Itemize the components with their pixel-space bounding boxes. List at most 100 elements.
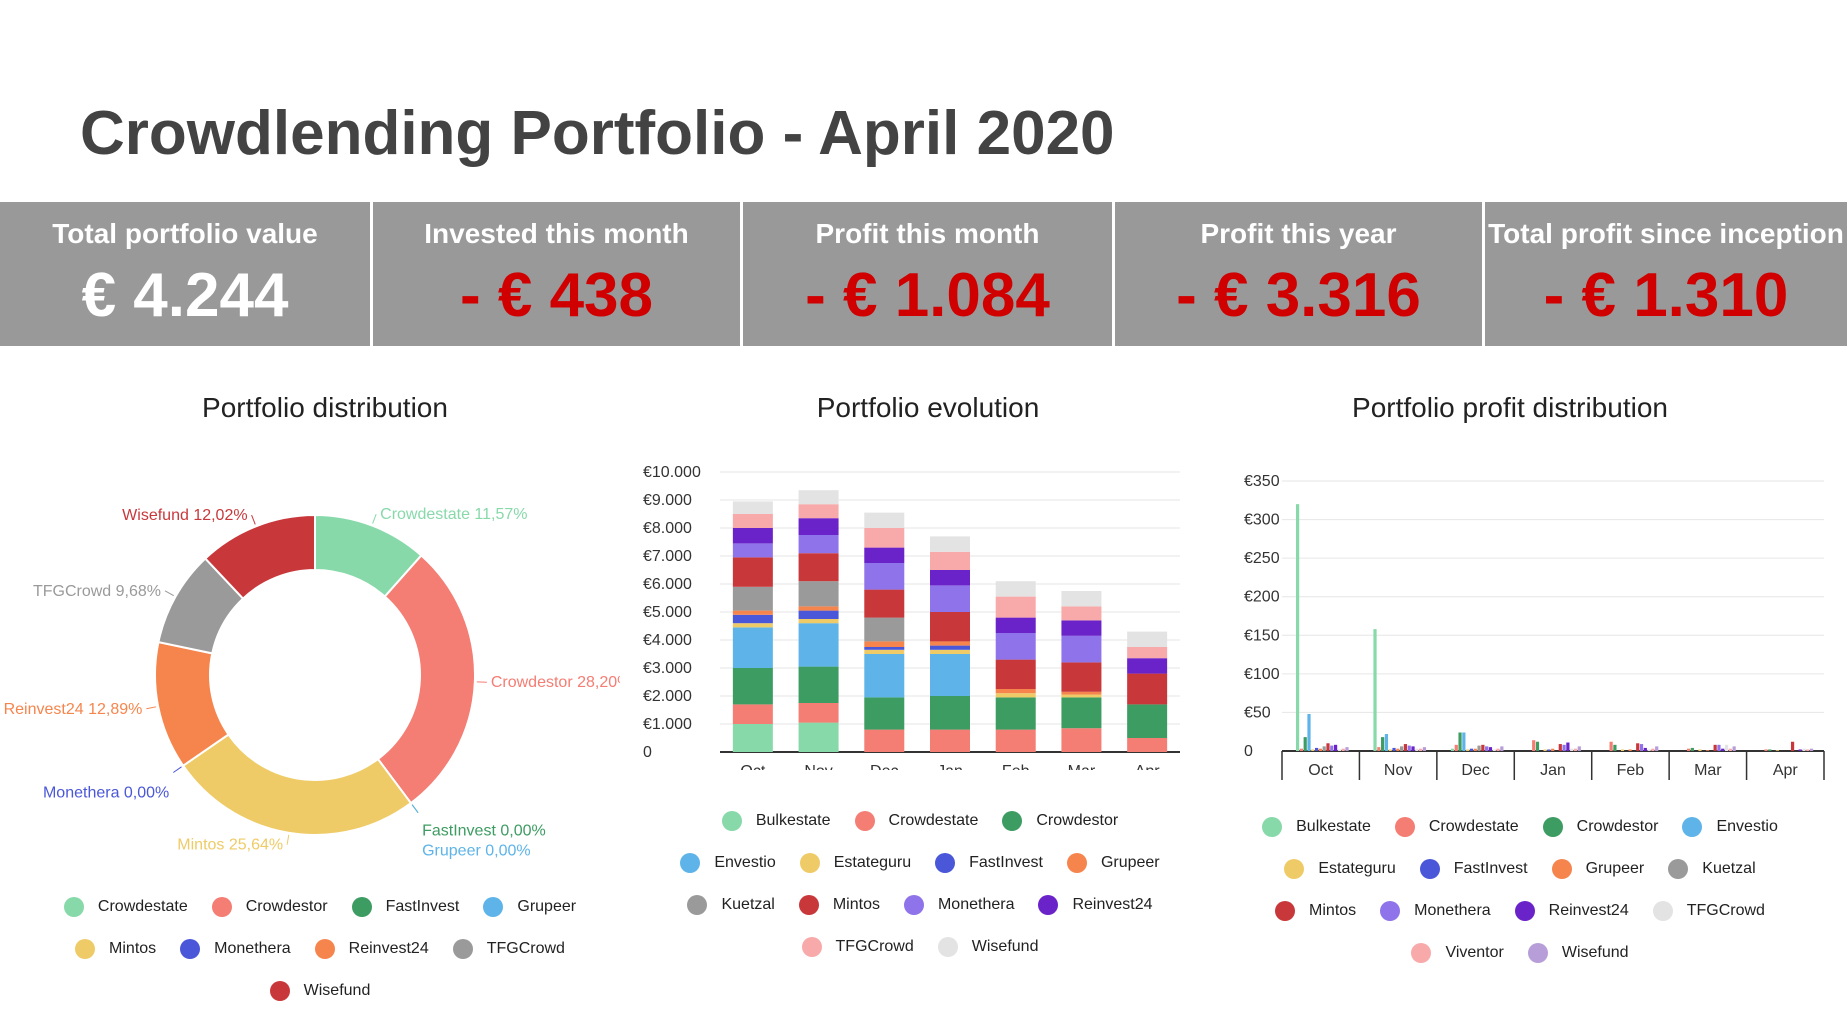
bar-reinvest24-nov: [799, 518, 839, 535]
y-tick-label: €300: [1244, 512, 1280, 529]
bar-bulkestate-dec: [1451, 749, 1454, 751]
y-tick-label: €150: [1244, 627, 1280, 644]
legend-label: Reinvest24: [1549, 902, 1629, 920]
kpi-row: Total portfolio value € 4.244 Invested t…: [0, 202, 1847, 346]
legend-label: Kuetzal: [1702, 860, 1755, 878]
legend-label: Crowdestate: [98, 898, 188, 916]
bar-wisefund-oct: [733, 501, 773, 514]
legend-label: Kuetzal: [721, 896, 774, 914]
bar-envestio-oct: [1307, 714, 1310, 751]
y-tick-label: €350: [1244, 473, 1280, 490]
bar-fastinvest-nov: [1392, 748, 1395, 751]
legend-swatch: [352, 897, 372, 917]
x-tick-label: Oct: [1308, 762, 1333, 779]
bar-reinvest24-feb: [1644, 748, 1647, 751]
legend-item-kuetzal: Kuetzal: [687, 884, 774, 926]
legend-swatch: [799, 895, 819, 915]
legend-item-mintos: Mintos: [1275, 890, 1356, 932]
bar-monethera-jan: [930, 585, 970, 612]
legend-item-crowdestor: Crowdestor: [1543, 806, 1659, 848]
legend-item-crowdestor: Crowdestor: [212, 886, 328, 928]
x-tick-label: Apr: [1773, 762, 1799, 779]
page-title: Crowdlending Portfolio - April 2020: [80, 98, 1115, 169]
bar-monethera-nov: [1408, 746, 1411, 751]
bar-mintos-feb: [996, 660, 1036, 689]
legend-swatch: [1653, 901, 1673, 921]
bar-grupeer-mar: [1706, 750, 1709, 751]
legend-swatch: [75, 939, 95, 959]
bar-envestio-jan: [930, 654, 970, 696]
bar-fastinvest-oct: [1315, 748, 1318, 751]
bar-mintos-mar: [1714, 745, 1717, 751]
legend-swatch: [802, 937, 822, 957]
legend-item-tfgcrowd: TFGCrowd: [802, 926, 914, 968]
legend-swatch: [687, 895, 707, 915]
x-tick-label: Feb: [1002, 763, 1030, 770]
legend-label: Wisefund: [972, 938, 1039, 956]
bar-crowdestor-nov: [799, 667, 839, 703]
bar-tfgcrowd-feb: [1648, 749, 1651, 751]
legend-swatch: [938, 937, 958, 957]
legend-label: Envestio: [1716, 818, 1777, 836]
x-tick-label: Feb: [1617, 762, 1645, 779]
legend-swatch: [1262, 817, 1282, 837]
legend-item-bulkestate: Bulkestate: [1262, 806, 1371, 848]
legend-swatch: [1067, 853, 1087, 873]
legend-label: Reinvest24: [1072, 896, 1152, 914]
legend-label: Crowdestor: [1577, 818, 1659, 836]
legend-label: Mintos: [109, 940, 156, 958]
bar-reinvest24-apr: [1127, 658, 1167, 673]
kpi-total-profit-since-inception: Total profit since inception - € 1.310: [1485, 202, 1847, 346]
bar-kuetzal-dec: [864, 618, 904, 642]
bar-crowdestate-apr: [1127, 738, 1167, 752]
kpi-value: - € 3.316: [1115, 260, 1482, 331]
legend-label: Grupeer: [1586, 860, 1645, 878]
legend-label: Bulkestate: [1296, 818, 1371, 836]
legend-item-fastinvest: FastInvest: [935, 842, 1043, 884]
bar-tfgcrowd-jan: [930, 552, 970, 570]
legend-swatch: [1038, 895, 1058, 915]
legend-item-grupeer: Grupeer: [483, 886, 576, 928]
bar-kuetzal-oct: [1323, 746, 1326, 751]
legend-swatch: [1668, 859, 1688, 879]
legend-label: FastInvest: [1454, 860, 1528, 878]
bar-mintos-oct: [733, 557, 773, 586]
bar-fastinvest-dec: [864, 647, 904, 650]
bar-viventor-apr: [1806, 749, 1809, 751]
legend-item-viventor: Viventor: [1411, 932, 1503, 974]
bar-reinvest24-oct: [1334, 745, 1337, 751]
kpi-label: Invested this month: [373, 218, 740, 250]
legend-swatch: [1682, 817, 1702, 837]
bar-grupeer-feb: [1629, 749, 1632, 751]
bar-bulkestate-nov: [799, 723, 839, 752]
x-tick-label: Jan: [937, 763, 963, 770]
legend-label: Grupeer: [1101, 854, 1160, 872]
legend-swatch: [453, 939, 473, 959]
legend-label: TFGCrowd: [487, 940, 565, 958]
legend-label: TFGCrowd: [836, 938, 914, 956]
bar-grupeer-dec: [1474, 749, 1477, 751]
bar-mintos-nov: [799, 553, 839, 581]
bar-reinvest24-jan: [930, 570, 970, 585]
legend-swatch: [680, 853, 700, 873]
legend-swatch: [1395, 817, 1415, 837]
bar-grupeer-dec: [864, 641, 904, 647]
bar-tfgcrowd-oct: [733, 514, 773, 528]
legend-item-kuetzal: Kuetzal: [1668, 848, 1755, 890]
bar-tfgcrowd-dec: [864, 528, 904, 548]
bar-grupeer-jan: [1551, 749, 1554, 751]
bar-estateguru-mar: [1698, 749, 1701, 751]
bar-wisefund-dec: [864, 513, 904, 528]
stacked-bar-chart: 0€1.000€2.000€3.000€4.000€5.000€6.000€7.…: [640, 440, 1200, 770]
bar-crowdestate-feb: [1610, 742, 1613, 751]
bar-crowdestate-mar: [1687, 749, 1690, 751]
bar-grupeer-jan: [930, 641, 970, 645]
bar-envestio-oct: [733, 627, 773, 668]
legend-swatch: [315, 939, 335, 959]
bar-tfgcrowd-oct: [1338, 749, 1341, 751]
bar-tfgcrowd-jan: [1570, 749, 1573, 751]
donut-label-wisefund: Wisefund 12,02%: [122, 507, 247, 524]
